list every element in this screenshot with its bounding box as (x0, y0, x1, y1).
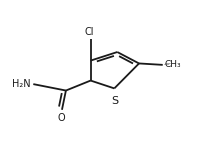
Text: H₂N: H₂N (12, 79, 31, 89)
Text: Cl: Cl (85, 27, 94, 37)
Text: —: — (165, 62, 171, 67)
Text: S: S (112, 96, 119, 106)
Text: —: — (164, 62, 169, 67)
Text: CH₃: CH₃ (164, 60, 181, 69)
Text: O: O (57, 113, 65, 123)
